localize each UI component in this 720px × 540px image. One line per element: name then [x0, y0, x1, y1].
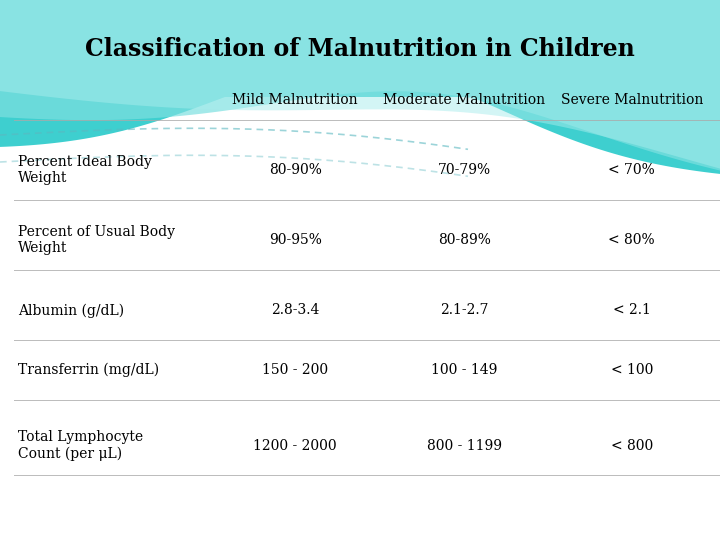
Text: Percent Ideal Body
Weight: Percent Ideal Body Weight — [18, 155, 152, 185]
Text: 150 - 200: 150 - 200 — [262, 363, 328, 377]
Text: Mild Malnutrition: Mild Malnutrition — [233, 93, 358, 107]
Text: 2.1-2.7: 2.1-2.7 — [440, 303, 489, 318]
Text: Transferrin (mg/dL): Transferrin (mg/dL) — [18, 363, 159, 377]
Text: 100 - 149: 100 - 149 — [431, 363, 498, 377]
Text: 90-95%: 90-95% — [269, 233, 322, 247]
Polygon shape — [0, 0, 720, 174]
Text: < 2.1: < 2.1 — [613, 303, 651, 318]
Text: < 100: < 100 — [611, 363, 653, 377]
Text: 70-79%: 70-79% — [438, 163, 491, 177]
Polygon shape — [0, 0, 720, 168]
Text: < 80%: < 80% — [608, 233, 655, 247]
Text: < 800: < 800 — [611, 438, 653, 453]
Polygon shape — [0, 0, 720, 97]
Text: Moderate Malnutrition: Moderate Malnutrition — [383, 93, 546, 107]
Text: 2.8-3.4: 2.8-3.4 — [271, 303, 320, 318]
Text: 800 - 1199: 800 - 1199 — [427, 438, 502, 453]
Text: Severe Malnutrition: Severe Malnutrition — [561, 93, 703, 107]
Text: 80-89%: 80-89% — [438, 233, 491, 247]
Text: < 70%: < 70% — [608, 163, 655, 177]
Polygon shape — [0, 0, 720, 171]
Polygon shape — [0, 97, 720, 540]
Text: Albumin (g/dL): Albumin (g/dL) — [18, 303, 124, 318]
Text: 80-90%: 80-90% — [269, 163, 322, 177]
Text: Percent of Usual Body
Weight: Percent of Usual Body Weight — [18, 225, 175, 255]
Text: Classification of Malnutrition in Children: Classification of Malnutrition in Childr… — [85, 37, 635, 60]
Text: 1200 - 2000: 1200 - 2000 — [253, 438, 337, 453]
Text: Total Lymphocyte
Count (per μL): Total Lymphocyte Count (per μL) — [18, 430, 143, 461]
